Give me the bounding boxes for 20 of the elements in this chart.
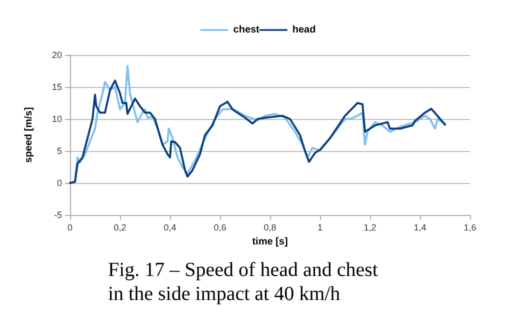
x-tick-label: 1,4 bbox=[414, 222, 426, 232]
y-tick-label: 0 bbox=[56, 178, 62, 188]
legend-label: chest bbox=[233, 24, 260, 36]
x-axis-title: time [s] bbox=[252, 236, 288, 248]
caption: Fig. 17 – Speed of head and chest in the side impact at 40 km/h bbox=[108, 259, 383, 305]
x-tick-label: 0,2 bbox=[114, 222, 126, 232]
y-tick-label: -5 bbox=[54, 210, 62, 220]
x-tick-label: 0,4 bbox=[164, 222, 176, 232]
y-tick-label: 5 bbox=[56, 146, 62, 156]
x-tick-label: 0 bbox=[67, 222, 73, 232]
x-tick-label: 0,8 bbox=[264, 222, 276, 232]
legend-label: head bbox=[292, 24, 316, 36]
x-tick-label: 1,6 bbox=[464, 222, 476, 232]
x-tick-label: 0,6 bbox=[214, 222, 226, 232]
x-tick-label: 1,2 bbox=[364, 222, 376, 232]
y-tick-label: 20 bbox=[52, 50, 62, 60]
y-tick-label: 15 bbox=[52, 82, 62, 92]
y-tick-label: 10 bbox=[52, 114, 62, 124]
x-tick-label: 1 bbox=[317, 222, 323, 232]
y-axis-title: speed [m/s] bbox=[24, 107, 34, 163]
